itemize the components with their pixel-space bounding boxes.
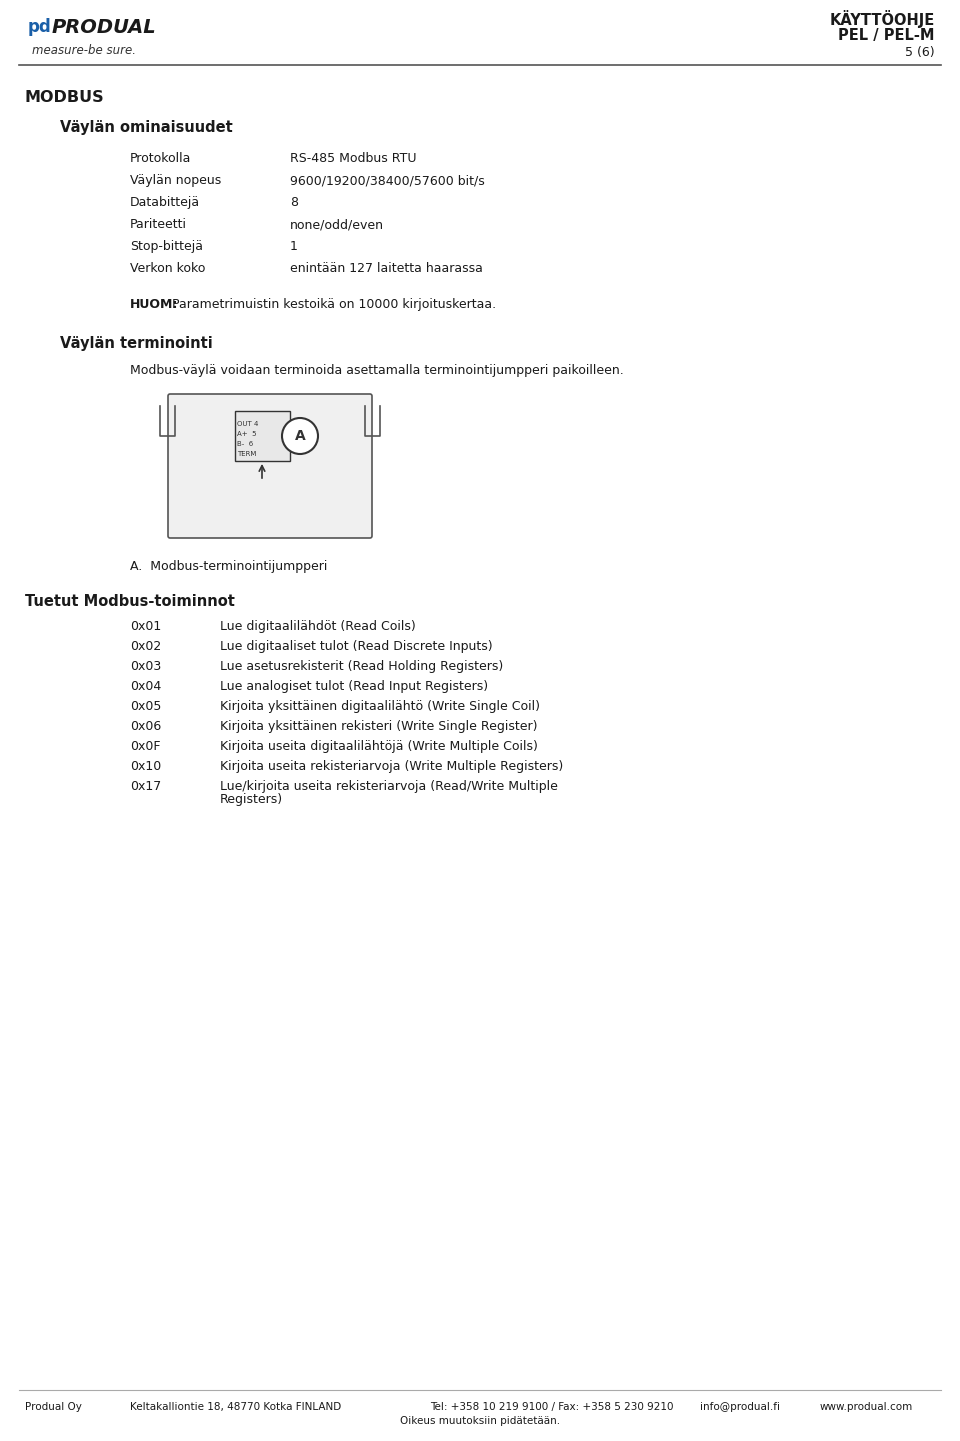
Text: RS-485 Modbus RTU: RS-485 Modbus RTU <box>290 151 417 166</box>
Text: Verkon koko: Verkon koko <box>130 262 205 275</box>
Text: PEL / PEL-M: PEL / PEL-M <box>838 27 935 43</box>
Text: Tuetut Modbus-toiminnot: Tuetut Modbus-toiminnot <box>25 594 235 610</box>
Text: 0x0F: 0x0F <box>130 741 160 754</box>
Text: 0x01: 0x01 <box>130 620 161 633</box>
Text: Lue asetusrekisterit (Read Holding Registers): Lue asetusrekisterit (Read Holding Regis… <box>220 660 503 673</box>
Text: info@produal.fi: info@produal.fi <box>700 1402 780 1412</box>
Text: Oikeus muutoksiin pidätetään.: Oikeus muutoksiin pidätetään. <box>400 1417 560 1427</box>
Text: Kirjoita yksittäinen rekisteri (Write Single Register): Kirjoita yksittäinen rekisteri (Write Si… <box>220 720 538 733</box>
Text: TERM: TERM <box>237 451 256 457</box>
Text: Registers): Registers) <box>220 793 283 806</box>
Text: 0x05: 0x05 <box>130 700 161 713</box>
Text: 0x04: 0x04 <box>130 680 161 693</box>
Text: Pariteetti: Pariteetti <box>130 218 187 231</box>
Text: Väylän ominaisuudet: Väylän ominaisuudet <box>60 120 232 135</box>
Text: Parametrimuistin kestoikä on 10000 kirjoituskertaa.: Parametrimuistin kestoikä on 10000 kirjo… <box>168 298 496 311</box>
Text: Modbus-väylä voidaan terminoida asettamalla terminointijumpperi paikoilleen.: Modbus-väylä voidaan terminoida asettama… <box>130 365 624 378</box>
Text: Keltakalliontie 18, 48770 Kotka FINLAND: Keltakalliontie 18, 48770 Kotka FINLAND <box>130 1402 341 1412</box>
Text: Väylän nopeus: Väylän nopeus <box>130 174 221 187</box>
Text: Protokolla: Protokolla <box>130 151 191 166</box>
Text: pd: pd <box>28 17 52 36</box>
Text: A+  5: A+ 5 <box>237 431 256 437</box>
Text: Lue/kirjoita useita rekisteriarvoja (Read/Write Multiple: Lue/kirjoita useita rekisteriarvoja (Rea… <box>220 780 558 793</box>
Text: 9600/19200/38400/57600 bit/s: 9600/19200/38400/57600 bit/s <box>290 174 485 187</box>
Text: Kirjoita yksittäinen digitaalilähtö (Write Single Coil): Kirjoita yksittäinen digitaalilähtö (Wri… <box>220 700 540 713</box>
FancyBboxPatch shape <box>168 393 372 537</box>
Text: OUT 4: OUT 4 <box>237 421 258 427</box>
Text: Kirjoita useita rekisteriarvoja (Write Multiple Registers): Kirjoita useita rekisteriarvoja (Write M… <box>220 759 564 772</box>
Circle shape <box>282 418 318 454</box>
Text: Stop-bittejä: Stop-bittejä <box>130 241 203 254</box>
Text: KÄYTTÖOHJE: KÄYTTÖOHJE <box>829 10 935 27</box>
Text: 0x17: 0x17 <box>130 780 161 793</box>
Text: 0x03: 0x03 <box>130 660 161 673</box>
Text: www.produal.com: www.produal.com <box>820 1402 913 1412</box>
Text: B-  6: B- 6 <box>237 441 253 447</box>
Text: HUOM:: HUOM: <box>130 298 179 311</box>
Text: enintään 127 laitetta haarassa: enintään 127 laitetta haarassa <box>290 262 483 275</box>
Text: none/odd/even: none/odd/even <box>290 218 384 231</box>
Text: 5 (6): 5 (6) <box>905 46 935 59</box>
Text: Lue digitaalilähdöt (Read Coils): Lue digitaalilähdöt (Read Coils) <box>220 620 416 633</box>
Text: 1: 1 <box>290 241 298 254</box>
Text: 8: 8 <box>290 196 298 209</box>
Text: A: A <box>295 429 305 442</box>
Text: 0x02: 0x02 <box>130 640 161 653</box>
Text: 0x10: 0x10 <box>130 759 161 772</box>
Text: 0x06: 0x06 <box>130 720 161 733</box>
Text: Tel: +358 10 219 9100 / Fax: +358 5 230 9210: Tel: +358 10 219 9100 / Fax: +358 5 230 … <box>430 1402 674 1412</box>
Text: measure-be sure.: measure-be sure. <box>32 45 136 58</box>
Text: Lue analogiset tulot (Read Input Registers): Lue analogiset tulot (Read Input Registe… <box>220 680 488 693</box>
Text: PRODUAL: PRODUAL <box>52 17 156 37</box>
Text: Väylän terminointi: Väylän terminointi <box>60 336 213 352</box>
Text: Kirjoita useita digitaalilähtöjä (Write Multiple Coils): Kirjoita useita digitaalilähtöjä (Write … <box>220 741 538 754</box>
Bar <box>235 411 290 461</box>
Text: Lue digitaaliset tulot (Read Discrete Inputs): Lue digitaaliset tulot (Read Discrete In… <box>220 640 492 653</box>
Text: Produal Oy: Produal Oy <box>25 1402 82 1412</box>
Text: MODBUS: MODBUS <box>25 89 105 105</box>
Text: A.  Modbus-terminointijumpperi: A. Modbus-terminointijumpperi <box>130 561 327 574</box>
Text: Databittejä: Databittejä <box>130 196 200 209</box>
